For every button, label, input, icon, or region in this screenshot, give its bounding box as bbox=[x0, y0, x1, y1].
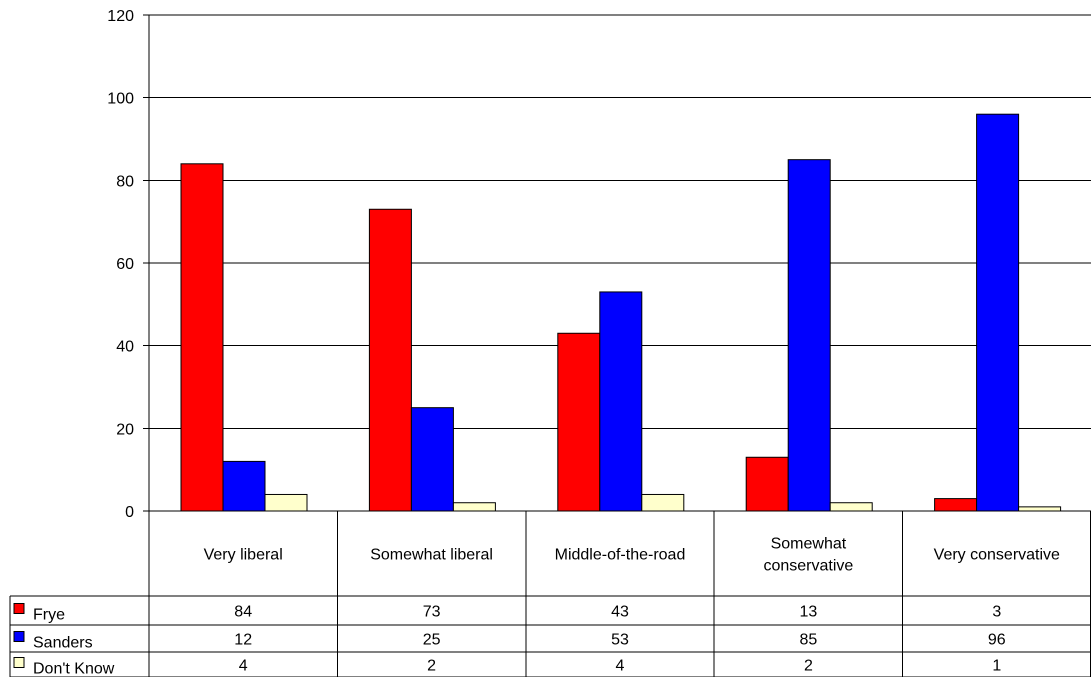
bar bbox=[452, 502, 496, 512]
bar bbox=[264, 493, 308, 512]
y-tick-label: 100 bbox=[107, 91, 134, 108]
category-label: Very conservative bbox=[934, 547, 1060, 564]
series-label: Frye bbox=[33, 607, 65, 624]
data-table: Very liberal Somewhat liberal Middle-of-th… bbox=[9, 511, 1091, 677]
y-tick-label: 120 bbox=[107, 8, 134, 25]
bars bbox=[180, 113, 1062, 512]
data-cell: 85 bbox=[800, 632, 818, 649]
data-cell: 96 bbox=[988, 632, 1006, 649]
category-label: Somewhat bbox=[771, 536, 847, 553]
y-tick-label: 0 bbox=[125, 504, 134, 521]
data-cell: 2 bbox=[804, 658, 813, 675]
gridlines bbox=[149, 14, 1091, 429]
bar bbox=[557, 332, 601, 512]
bar bbox=[976, 113, 1020, 512]
legend-key bbox=[13, 603, 25, 614]
legend-key bbox=[13, 657, 25, 668]
bar bbox=[787, 159, 831, 512]
data-cell: 3 bbox=[992, 604, 1001, 621]
data-cell: 12 bbox=[234, 632, 252, 649]
data-cell: 25 bbox=[423, 632, 441, 649]
bar bbox=[1018, 506, 1062, 512]
bar bbox=[934, 498, 978, 512]
y-tick-label: 40 bbox=[116, 339, 134, 356]
data-cell: 4 bbox=[616, 658, 625, 675]
y-tick-label: 20 bbox=[116, 421, 134, 438]
data-cell: 43 bbox=[611, 604, 629, 621]
category-label: conservative bbox=[763, 558, 853, 575]
data-cell: 53 bbox=[611, 632, 629, 649]
axes: 0 20 40 60 80 100 120 bbox=[107, 8, 1091, 521]
data-cell: 1 bbox=[992, 658, 1001, 675]
bar bbox=[222, 460, 266, 512]
data-cell: 84 bbox=[234, 604, 252, 621]
bar bbox=[599, 291, 643, 512]
bar bbox=[410, 407, 454, 512]
bar bbox=[368, 208, 412, 512]
series-label: Don't Know bbox=[33, 661, 115, 677]
data-cell: 73 bbox=[423, 604, 441, 621]
y-tick-label: 80 bbox=[116, 173, 134, 190]
bar bbox=[829, 502, 873, 512]
data-cell: 13 bbox=[800, 604, 818, 621]
data-cell: 2 bbox=[427, 658, 436, 675]
category-label: Somewhat liberal bbox=[370, 547, 493, 564]
data-cell: 4 bbox=[239, 658, 248, 675]
legend-key bbox=[13, 631, 25, 642]
bar bbox=[641, 493, 685, 512]
category-label: Very liberal bbox=[204, 547, 283, 564]
category-label: Middle-of-the-road bbox=[555, 547, 686, 564]
bar bbox=[745, 456, 789, 512]
bar bbox=[180, 163, 224, 512]
series-label: Sanders bbox=[33, 635, 93, 652]
y-tick-label: 60 bbox=[116, 256, 134, 273]
